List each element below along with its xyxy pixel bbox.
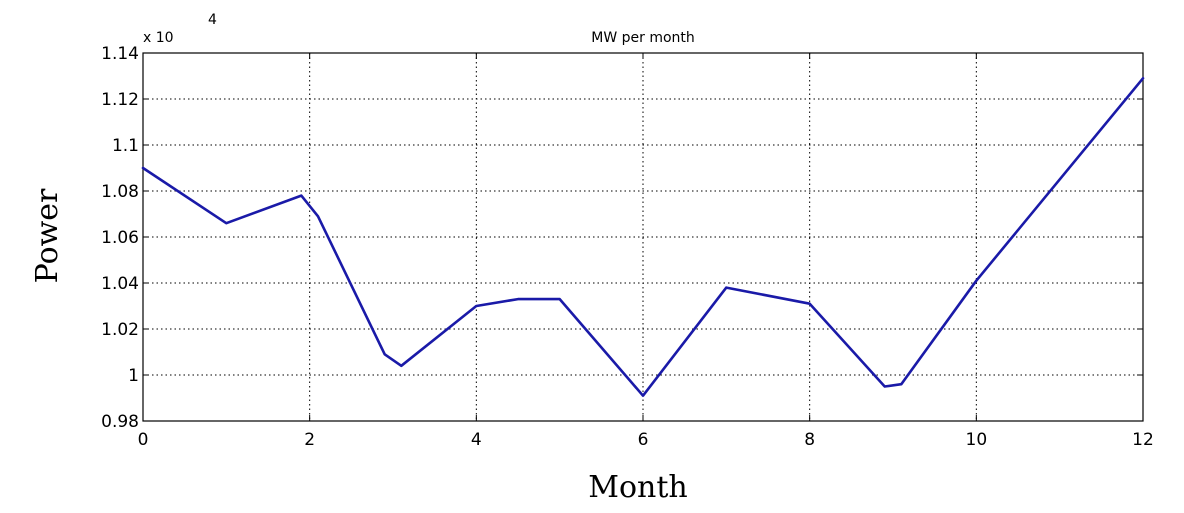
x-tick-label: 0: [138, 430, 149, 450]
y-tick-label: 1.12: [101, 90, 139, 110]
y-scale-prefix: x 10: [143, 30, 174, 46]
series-line: [141, 77, 1145, 397]
y-scale-exponent: 4: [208, 12, 217, 28]
y-tick-label: 1.14: [101, 44, 139, 64]
y-tick-label: 1: [128, 366, 139, 386]
x-tick-label: 8: [804, 430, 815, 450]
chart-title: MW per month: [591, 30, 695, 46]
x-tick-label: 2: [304, 430, 315, 450]
x-tick-label: 10: [966, 430, 988, 450]
y-tick-label: 1.04: [101, 274, 139, 294]
y-axis-label: Power: [30, 188, 65, 283]
y-tick-label: 1.06: [101, 228, 139, 248]
y-tick-label: 1.02: [101, 320, 139, 340]
axis-ticks: 0 2 4 6 8 10 12 0.98 1 1.02 1.04 1.06 1.08 1.1 1.12 1.1…: [101, 44, 1154, 450]
grid: [143, 53, 1143, 421]
x-axis-label: Month: [588, 470, 687, 505]
y-tick-label: 0.98: [101, 412, 139, 432]
x-tick-label: 6: [638, 430, 649, 450]
y-tick-label: 1.08: [101, 182, 139, 202]
series-layer: [141, 77, 1145, 397]
y-tick-label: 1.1: [112, 136, 139, 156]
x-tick-label: 4: [471, 430, 482, 450]
x-tick-label: 12: [1132, 430, 1154, 450]
